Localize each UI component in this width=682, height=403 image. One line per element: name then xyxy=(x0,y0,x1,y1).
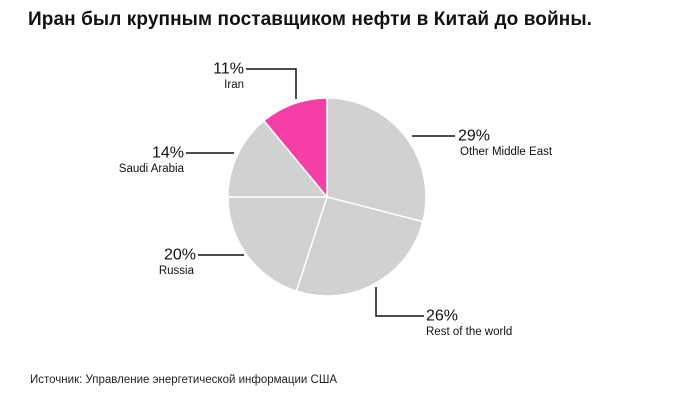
pie-slice-rest-of-the-world xyxy=(295,196,424,297)
leader-line-rest-of-the-world xyxy=(375,287,424,317)
pie-slice-iran xyxy=(262,97,328,200)
slice-value-rest-of-the-world: 26% xyxy=(426,308,458,325)
pie-slice-russia xyxy=(227,196,329,293)
slice-label-rest-of-the-world: Rest of the world xyxy=(426,326,512,338)
slice-label-other-middle-east: Other Middle East xyxy=(460,146,553,158)
slice-label-iran: Iran xyxy=(224,79,244,91)
slice-value-russia: 20% xyxy=(164,247,196,264)
pie-slice-other-middle-east xyxy=(326,97,427,223)
slice-labels: 29%Other Middle East 26%Rest of the world… xyxy=(119,61,553,339)
slice-value-saudi-arabia: 14% xyxy=(152,145,184,162)
leader-lines xyxy=(186,68,455,317)
source-note: Источник: Управление энергетической инфо… xyxy=(30,374,338,386)
slice-value-iran: 11% xyxy=(213,61,244,78)
leader-line-iran xyxy=(246,68,297,99)
pie-slice-saudi-arabia xyxy=(227,119,329,198)
slice-label-saudi-arabia: Saudi Arabia xyxy=(119,163,185,175)
slice-label-russia: Russia xyxy=(159,265,195,277)
slice-value-other-middle-east: 29% xyxy=(458,128,490,145)
pie-slices xyxy=(227,97,427,297)
chart-title: Иран был крупным поставщиком нефти в Кит… xyxy=(28,9,593,30)
